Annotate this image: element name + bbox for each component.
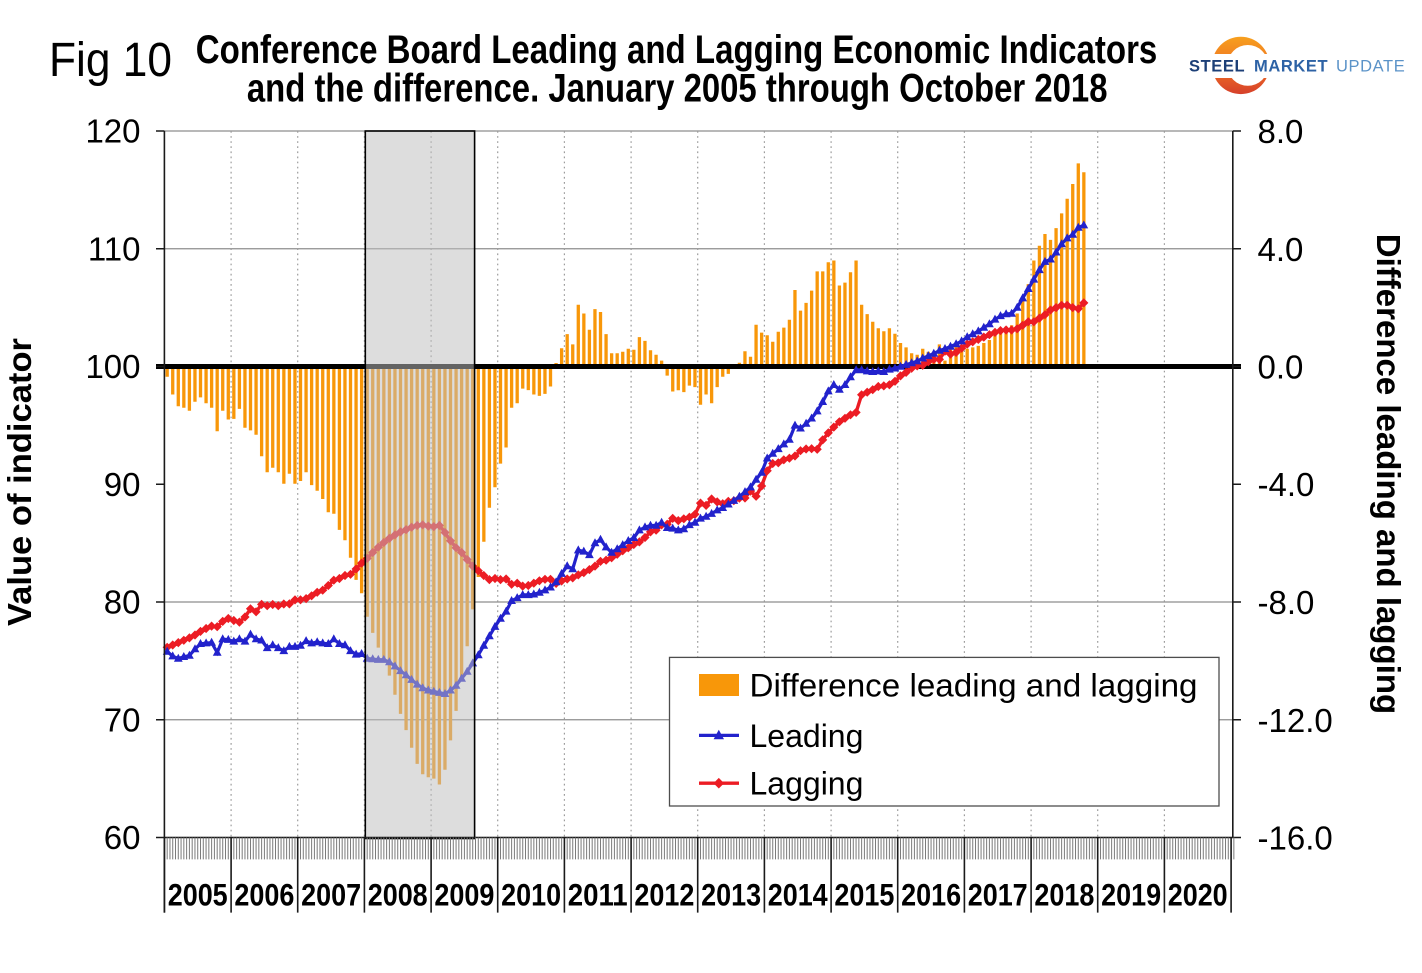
svg-text:2005: 2005 <box>168 877 228 913</box>
svg-text:UPDATE: UPDATE <box>1336 58 1405 76</box>
svg-text:2009: 2009 <box>434 877 494 913</box>
svg-text:Lagging: Lagging <box>750 766 864 802</box>
svg-text:2018: 2018 <box>1034 877 1094 913</box>
svg-text:-12.0: -12.0 <box>1258 702 1333 739</box>
svg-text:70: 70 <box>104 702 141 739</box>
svg-text:Leading: Leading <box>750 718 864 754</box>
svg-text:60: 60 <box>104 819 141 856</box>
svg-text:2010: 2010 <box>501 877 561 913</box>
svg-text:100: 100 <box>85 348 140 385</box>
svg-text:4.0: 4.0 <box>1258 231 1304 268</box>
svg-text:2015: 2015 <box>834 877 894 913</box>
svg-text:120: 120 <box>85 113 140 150</box>
svg-text:8.0: 8.0 <box>1258 113 1304 150</box>
svg-text:Conference Board Leading and L: Conference Board Leading and Lagging Eco… <box>196 28 1158 72</box>
svg-text:-8.0: -8.0 <box>1258 584 1315 621</box>
svg-text:2020: 2020 <box>1168 877 1228 913</box>
svg-text:Difference leading and lagging: Difference leading and lagging <box>750 668 1198 704</box>
svg-text:80: 80 <box>104 584 141 621</box>
svg-text:-4.0: -4.0 <box>1258 466 1315 503</box>
svg-text:2011: 2011 <box>568 877 628 913</box>
svg-text:2016: 2016 <box>901 877 961 913</box>
svg-text:2017: 2017 <box>968 877 1028 913</box>
svg-text:2007: 2007 <box>301 877 361 913</box>
svg-text:90: 90 <box>104 466 141 503</box>
svg-text:STEEL: STEEL <box>1189 58 1245 76</box>
svg-text:Fig 10: Fig 10 <box>49 34 172 87</box>
svg-text:2014: 2014 <box>768 877 828 913</box>
svg-text:-16.0: -16.0 <box>1258 820 1333 857</box>
svg-text:0.0: 0.0 <box>1258 349 1304 386</box>
svg-text:2006: 2006 <box>234 877 294 913</box>
svg-text:and the difference. January 20: and the difference. January 2005 through… <box>247 67 1108 111</box>
svg-text:2008: 2008 <box>368 877 428 913</box>
svg-text:2013: 2013 <box>701 877 761 913</box>
svg-text:Value of indicator: Value of indicator <box>1 338 38 626</box>
svg-text:110: 110 <box>88 230 141 267</box>
svg-text:2019: 2019 <box>1101 877 1161 913</box>
svg-text:Difference leading and lagging: Difference leading and lagging <box>1370 234 1407 714</box>
svg-text:2012: 2012 <box>634 877 694 913</box>
svg-text:MARKET: MARKET <box>1254 58 1328 76</box>
